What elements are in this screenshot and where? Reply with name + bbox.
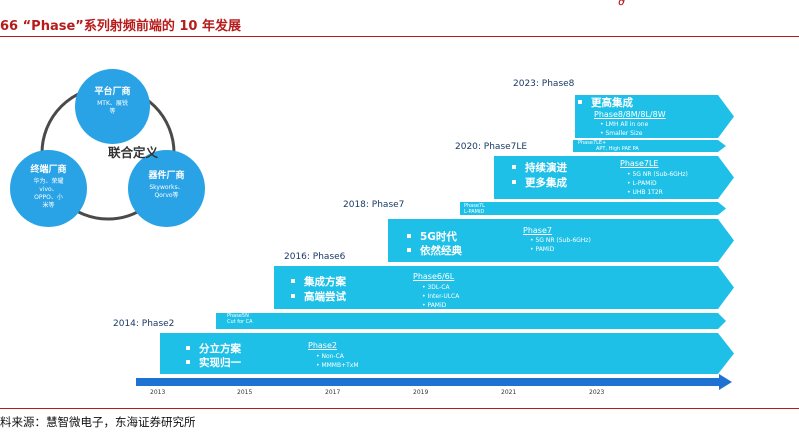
feature-item: LMH All in one <box>605 121 649 128</box>
timeline-axis <box>136 378 721 386</box>
bullet-icon <box>407 248 411 252</box>
phase6-name: Phase6/6L <box>413 272 455 281</box>
thin-line: APT, High PAE PA <box>596 145 639 152</box>
axis-tick: 2021 <box>501 389 517 396</box>
phase7-name: Phase7 <box>523 226 552 235</box>
node-desc: MTK、展锐 等 <box>97 100 128 116</box>
bullet-text: 实现归一 <box>199 357 241 369</box>
feature-item: 3DL-CA <box>427 284 450 291</box>
timeline-arrowhead-icon <box>719 374 732 390</box>
feature-item: Smaller Size <box>605 130 643 137</box>
year-label-phase2: 2014: Phase2 <box>113 319 175 329</box>
feature-item: L-PAMiD <box>632 180 657 187</box>
phase7-block <box>388 219 734 262</box>
brand-logo-icon: ∂ <box>618 0 626 9</box>
joint-definition-label: 联合定义 <box>108 145 159 160</box>
bullet-icon <box>512 180 516 184</box>
phase7le-bullet-2: 更多集成 <box>512 176 567 191</box>
phase6-block <box>274 266 734 309</box>
phase5n-label: Phase5N Cut for CA <box>227 313 253 325</box>
bullet-icon <box>291 279 295 283</box>
phase7le-plus-label: Phase7LE+ APT, High PAE PA <box>578 140 639 152</box>
phase2-bullet-1: 分立方案 <box>186 342 241 357</box>
node-title: 终端厂商 <box>30 165 67 175</box>
phase7le-name: Phase7LE <box>620 159 659 168</box>
axis-tick: 2023 <box>589 389 605 396</box>
phase7-features: • 5G NR (Sub-6GHz) • PAMiD <box>530 237 591 253</box>
year-label-phase8: 2023: Phase8 <box>513 79 575 89</box>
year-label-phase7: 2018: Phase7 <box>343 200 405 210</box>
bullet-icon <box>186 360 190 364</box>
feature-item: 5G NR (Sub-6GHz) <box>535 237 591 244</box>
node-title: 平台厂商 <box>94 87 131 97</box>
phase7le-block <box>494 156 734 199</box>
phase6-features: • 3DL-CA • Inter-ULCA • PAMiD <box>422 284 460 309</box>
ecosystem-node-terminal: 终端厂商 华为、荣耀 vivo、 OPPO、小 米等 <box>10 150 87 227</box>
phase7-bullet-2: 依然经典 <box>407 244 462 259</box>
thin-name: Phase5N <box>227 313 249 319</box>
phase7le-features: • 5G NR (Sub-6GHz) • L-PAMiD • UHB 1T2R <box>627 171 688 196</box>
phase2-name: Phase2 <box>308 341 337 350</box>
source-note: 料来源：慧智微电子，东海证券研究所 <box>0 415 196 429</box>
phase6-bullet-1: 集成方案 <box>291 275 346 290</box>
feature-item: PAMiD <box>427 302 447 309</box>
phase8-name: Phase8/8M/8L/8W <box>594 110 666 119</box>
year-label-phase7le: 2020: Phase7LE <box>455 142 528 152</box>
title-divider <box>0 36 799 37</box>
node-desc: Skyworks、 Qorvo等 <box>149 184 184 200</box>
bullet-icon <box>407 234 411 238</box>
bullet-text: 高端尝试 <box>304 291 346 303</box>
axis-tick: 2019 <box>413 389 429 396</box>
year-label-phase6: 2016: Phase6 <box>284 252 346 262</box>
axis-tick: 2017 <box>325 389 341 396</box>
bullet-icon <box>291 294 295 298</box>
footer-divider <box>0 408 799 409</box>
phase8-block <box>575 95 734 138</box>
feature-item: PAMiD <box>535 246 555 253</box>
phase7-bullet-1: 5G时代 <box>407 230 457 245</box>
thin-name: Phase7L <box>464 203 485 209</box>
bullet-icon <box>578 100 582 104</box>
phase7le-bullet-1: 持续演进 <box>512 161 567 176</box>
phase8-bullet-1: 更高集成 <box>578 96 633 111</box>
feature-item: UHB 1T2R <box>632 189 663 196</box>
bullet-text: 更多集成 <box>525 177 567 189</box>
bullet-text: 集成方案 <box>304 276 346 288</box>
phase7le-plus-thin-block <box>573 140 726 152</box>
phase7l-label: Phase7L L-PAMiD <box>464 203 485 215</box>
feature-item: Non-CA <box>321 353 344 360</box>
phase2-block <box>160 333 734 374</box>
thin-name: Phase7LE+ <box>578 140 607 146</box>
thin-line: L-PAMiD <box>464 208 485 215</box>
axis-tick: 2015 <box>237 389 253 396</box>
phase5n-thin-block <box>216 313 726 329</box>
bullet-text: 持续演进 <box>525 162 567 174</box>
bullet-icon <box>512 165 516 169</box>
phase2-features: • Non-CA • MMMB+TxM <box>316 353 359 369</box>
bullet-text: 依然经典 <box>420 245 462 257</box>
ecosystem-node-platform: 平台厂商 MTK、展锐 等 <box>75 69 150 144</box>
phase2-bullet-2: 实现归一 <box>186 356 241 371</box>
bullet-text: 5G时代 <box>420 231 457 243</box>
feature-item: 5G NR (Sub-6GHz) <box>632 171 688 178</box>
bullet-text: 更高集成 <box>591 97 633 109</box>
node-title: 器件厂商 <box>148 171 185 181</box>
thin-line: Cut for CA <box>227 318 253 325</box>
phase6-bullet-2: 高端尝试 <box>291 290 346 305</box>
feature-item: Inter-ULCA <box>427 293 460 300</box>
feature-item: MMMB+TxM <box>321 362 359 369</box>
ecosystem-node-device: 器件厂商 Skyworks、 Qorvo等 <box>128 150 205 227</box>
bullet-icon <box>186 346 190 350</box>
phase7l-thin-block <box>460 202 726 215</box>
bullet-text: 分立方案 <box>199 343 241 355</box>
axis-tick: 2013 <box>150 389 166 396</box>
page-title: 66 “Phase”系列射频前端的 10 年发展 <box>0 19 241 34</box>
node-desc: 华为、荣耀 vivo、 OPPO、小 米等 <box>33 178 64 210</box>
phase8-features: • LMH All in one • Smaller Size <box>600 121 649 137</box>
